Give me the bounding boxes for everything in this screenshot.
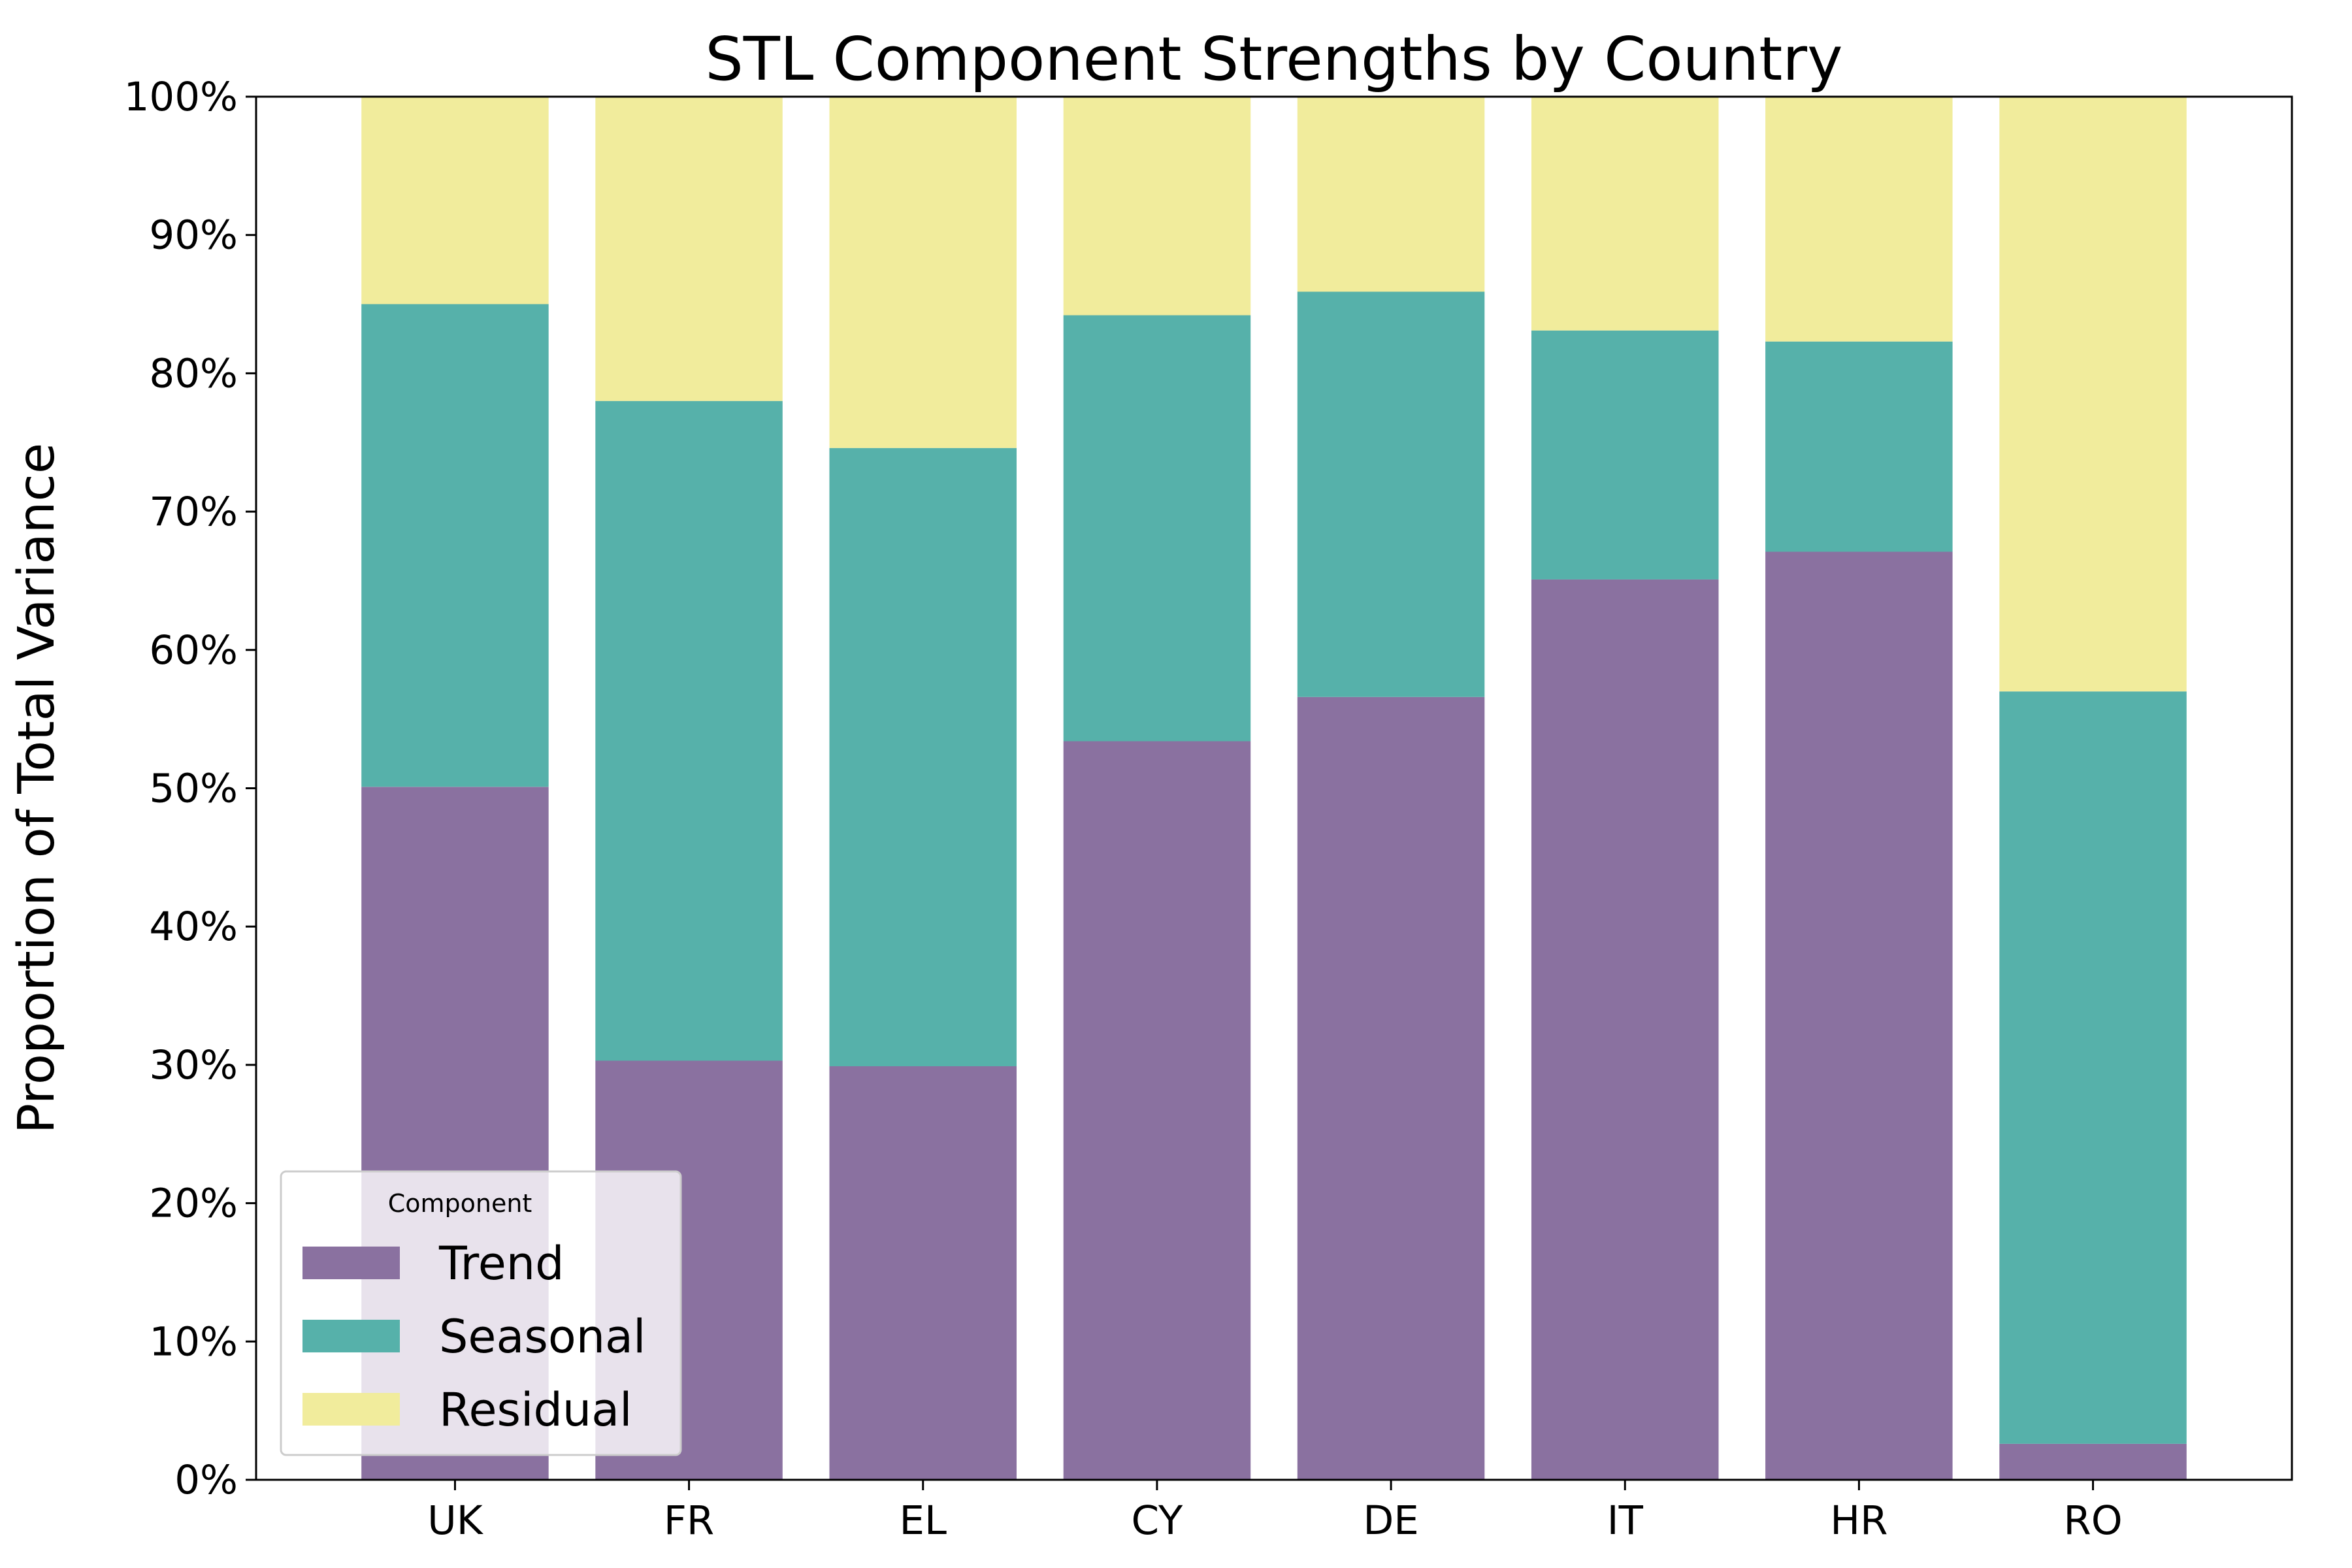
- bar-it-residual: [1531, 97, 1719, 331]
- bar-ro-seasonal: [1999, 691, 2187, 1444]
- legend-label-seasonal: Seasonal: [439, 1310, 645, 1364]
- bar-el-trend: [829, 1066, 1017, 1480]
- y-tick-label: 20%: [149, 1181, 238, 1227]
- bar-de-residual: [1297, 97, 1485, 292]
- bar-it-seasonal: [1531, 330, 1719, 580]
- bars-layer: [361, 97, 2187, 1480]
- bar-cy-trend: [1063, 741, 1251, 1480]
- legend-swatch-seasonal: [302, 1320, 400, 1352]
- y-tick-label: 100%: [124, 74, 238, 120]
- x-tick-label-hr: HR: [1830, 1497, 1887, 1544]
- y-tick-label: 40%: [149, 904, 238, 950]
- bar-cy-residual: [1063, 97, 1251, 316]
- x-tick-label-it: IT: [1607, 1497, 1644, 1544]
- x-axis: UK FR EL CY DE IT HR RO: [427, 1480, 2123, 1544]
- y-axis-label: Proportion of Total Variance: [8, 443, 66, 1134]
- x-tick-label-el: EL: [899, 1497, 947, 1544]
- y-tick-label: 0%: [174, 1457, 238, 1503]
- bar-hr-seasonal: [1765, 341, 1953, 552]
- bar-ro-residual: [1999, 97, 2187, 692]
- bar-hr-residual: [1765, 97, 1953, 342]
- bar-uk-residual: [361, 97, 549, 304]
- bar-cy-seasonal: [1063, 315, 1251, 742]
- x-tick-label-cy: CY: [1132, 1497, 1184, 1544]
- y-tick-label: 70%: [149, 489, 238, 535]
- legend-swatch-residual: [302, 1393, 400, 1426]
- bar-el-residual: [829, 97, 1017, 448]
- y-tick-label: 30%: [149, 1042, 238, 1088]
- legend: Component Trend Seasonal Residual: [280, 1170, 682, 1456]
- y-tick-label: 10%: [149, 1318, 238, 1365]
- y-axis: 0% 10% 20% 30% 40% 50% 60% 70% 80% 90% 100%: [124, 74, 256, 1503]
- bar-uk-seasonal: [361, 304, 549, 787]
- bar-fr-residual: [595, 97, 783, 401]
- legend-title: Component: [388, 1189, 532, 1218]
- y-tick-label: 50%: [149, 766, 238, 812]
- y-tick-label: 80%: [149, 350, 238, 397]
- bar-hr-trend: [1765, 551, 1953, 1480]
- y-tick-label: 60%: [149, 627, 238, 674]
- legend-label-trend: Trend: [438, 1237, 564, 1290]
- legend-box: [280, 1170, 682, 1456]
- x-tick-label-de: DE: [1363, 1497, 1419, 1544]
- bar-it-trend: [1531, 579, 1719, 1480]
- legend-items: Trend Seasonal Residual: [302, 1237, 645, 1437]
- chart-title: STL Component Strengths by Country: [705, 24, 1842, 94]
- legend-swatch-trend: [302, 1247, 400, 1279]
- bar-de-trend: [1297, 696, 1485, 1480]
- x-tick-label-uk: UK: [427, 1497, 484, 1544]
- bar-ro-trend: [1999, 1444, 2187, 1480]
- bar-el-seasonal: [829, 448, 1017, 1066]
- bar-fr-seasonal: [595, 400, 783, 1061]
- bar-de-seasonal: [1297, 291, 1485, 697]
- legend-label-residual: Residual: [439, 1383, 632, 1437]
- x-tick-label-ro: RO: [2063, 1497, 2122, 1544]
- x-tick-label-fr: FR: [664, 1497, 714, 1544]
- y-tick-label: 90%: [149, 212, 238, 259]
